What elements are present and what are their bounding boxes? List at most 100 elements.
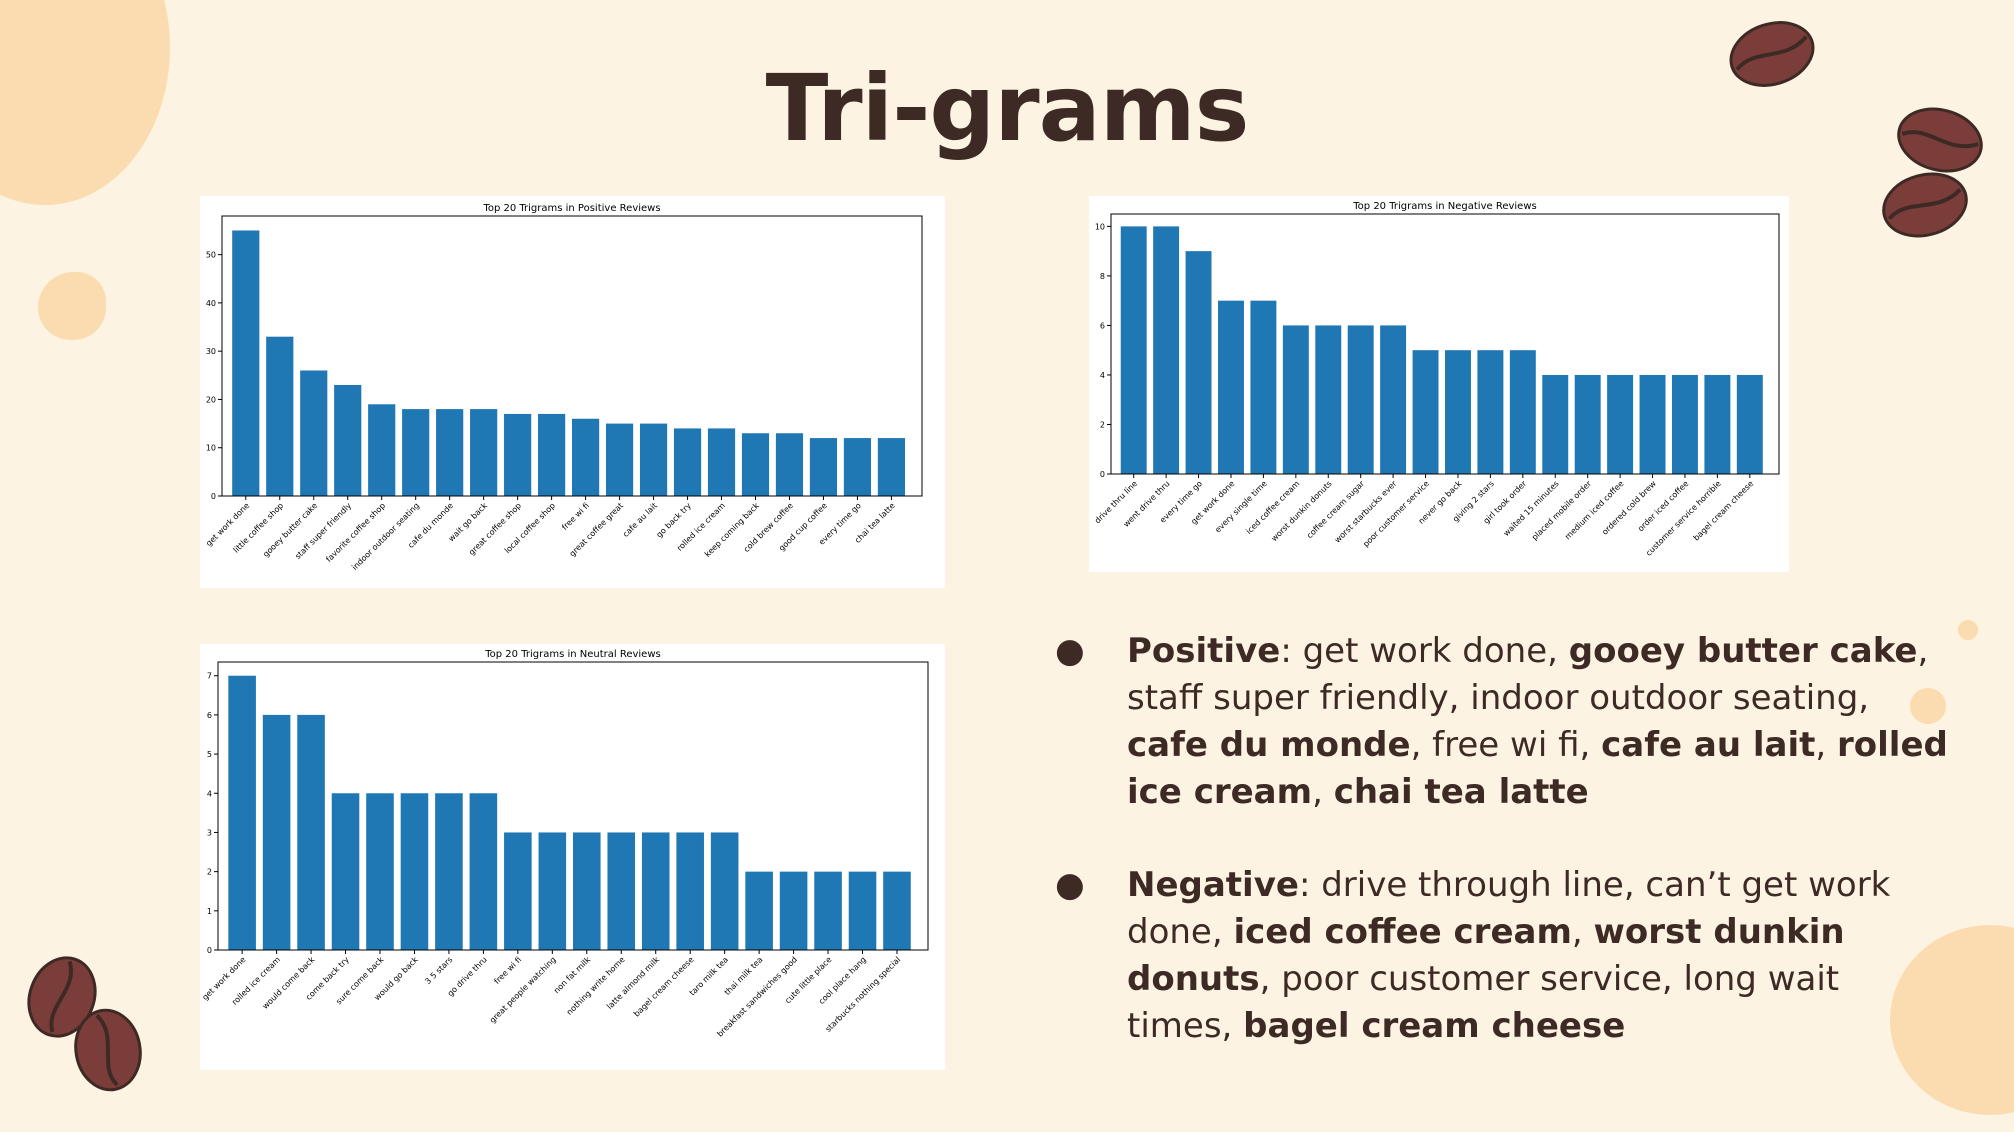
bullet-label: Negative — [1127, 865, 1299, 905]
bar — [1153, 226, 1180, 474]
bar — [1607, 374, 1634, 474]
y-tick-label: 7 — [207, 672, 212, 681]
bar — [1185, 251, 1212, 474]
bar — [1250, 300, 1277, 474]
negative-chart-panel: Top 20 Trigrams in Negative Reviews 0 2 4 6 8… — [1089, 196, 1789, 572]
bullet-segment: , — [1571, 912, 1594, 952]
bar — [1574, 374, 1601, 474]
x-tick-label: starbucks nothing special — [824, 955, 903, 1034]
bar — [1282, 325, 1309, 474]
y-tick-label: 0 — [207, 946, 212, 955]
coffee-bean-icon — [1897, 107, 1983, 173]
x-tick-label: coffee cream sugar — [1305, 479, 1367, 541]
bar — [297, 714, 325, 950]
bar — [1315, 325, 1342, 474]
bar — [435, 793, 463, 950]
y-tick-label: 4 — [207, 789, 212, 798]
y-tick-label: 10 — [1095, 222, 1105, 231]
x-tick-label: poor customer service — [1361, 479, 1431, 549]
bullet-highlight: worst dunkin donuts — [1127, 912, 1845, 999]
bar — [877, 438, 906, 496]
bar — [368, 404, 396, 496]
chart-title: Top 20 Trigrams in Negative Reviews — [1352, 201, 1536, 212]
y-tick-label: 6 — [207, 711, 212, 720]
bar — [402, 409, 430, 496]
bar — [300, 370, 328, 496]
x-tick-label: free wi fi — [560, 501, 591, 532]
bar — [400, 793, 429, 950]
x-tick-label: waited 15 minutes — [1502, 479, 1561, 538]
bullet-positive: ● Positive: get work done, gooey butter … — [1055, 628, 1955, 816]
chart-axes-frame — [221, 215, 923, 497]
bullet-highlight: gooey butter cake — [1568, 631, 1918, 671]
bar — [605, 423, 634, 496]
y-tick-label: 0 — [1100, 470, 1105, 479]
decor-blob-right-dot — [1958, 620, 1978, 640]
bar — [366, 793, 394, 950]
x-tick-label: indoor outdoor seating — [350, 501, 421, 572]
bullet-text: : get work done, gooey butter cake, staf… — [1127, 631, 1948, 812]
bar — [607, 832, 636, 950]
bar — [470, 409, 498, 496]
bar — [573, 832, 601, 950]
bar — [228, 675, 256, 950]
decor-blob-right-small — [1910, 688, 1946, 724]
bar — [809, 438, 838, 496]
bar — [1542, 374, 1569, 474]
bar — [331, 793, 360, 950]
bullet-highlight: bagel cream cheese — [1243, 1006, 1626, 1046]
bar — [1477, 350, 1504, 474]
bar — [1639, 374, 1666, 474]
x-tick-label: ordered cold brew — [1600, 479, 1658, 537]
bar — [1509, 350, 1536, 474]
coffee-bean-icon — [27, 956, 97, 1038]
bullet-dot: ● — [1055, 865, 1085, 905]
bar — [707, 428, 736, 496]
negative-trigrams-chart: Top 20 Trigrams in Negative Reviews 0 2 4 6 8… — [1093, 201, 1780, 558]
bar — [1445, 350, 1471, 474]
bar — [1380, 325, 1407, 474]
y-tick-label: 20 — [206, 395, 216, 404]
chart-axes-frame — [217, 661, 929, 951]
bullet-segment: : get work done, — [1280, 631, 1569, 671]
bullet-highlight: chai tea latte — [1333, 772, 1589, 812]
bullet-segment: , staff super friendly, indoor outdoor s… — [1127, 631, 1929, 718]
y-tick-label: 6 — [1100, 321, 1105, 330]
bar — [1704, 374, 1731, 474]
coffee-bean-icon — [74, 1008, 142, 1092]
bar — [262, 714, 291, 950]
y-tick-label: 2 — [207, 868, 212, 877]
x-tick-label: cafe au lait — [621, 501, 659, 539]
bullet-text: : drive through line, can’t get work don… — [1127, 865, 1890, 1046]
bar — [741, 433, 770, 496]
bar — [779, 871, 808, 950]
bar — [504, 413, 532, 496]
y-tick-label: 3 — [207, 828, 212, 837]
bar — [883, 871, 911, 950]
bar — [1120, 226, 1147, 474]
y-tick-label: 0 — [211, 492, 216, 501]
bar — [710, 832, 739, 950]
bar — [641, 832, 670, 950]
bar — [1218, 300, 1244, 474]
x-tick-label: placed mobile order — [1530, 479, 1594, 543]
y-tick-label: 30 — [206, 347, 216, 356]
bullet-label: Positive — [1127, 631, 1281, 671]
bar — [538, 413, 566, 496]
bar — [232, 230, 260, 496]
bullet-segment: : drive through line, can’t get work don… — [1127, 865, 1891, 952]
bullet-segment: , poor customer service, long wait times… — [1127, 959, 1840, 1046]
chart-axes-frame — [1110, 213, 1780, 475]
bullet-highlight: iced coffee cream — [1233, 912, 1572, 952]
y-tick-label: 4 — [1100, 371, 1105, 380]
coffee-bean-icon — [1882, 172, 1968, 238]
bar — [436, 409, 464, 496]
neutral-chart-panel: Top 20 Trigrams in Neutral Reviews 0 1 2 3 4 5… — [200, 644, 945, 1070]
bar — [814, 871, 842, 950]
y-tick-label: 8 — [1100, 272, 1105, 281]
bullet-segment: , — [1312, 772, 1334, 812]
bar — [1412, 350, 1439, 474]
x-tick-label: medium iced coffee — [1563, 479, 1625, 541]
summary-bullets: ● Positive: get work done, gooey butter … — [1055, 628, 1955, 1096]
x-tick-label: great people watching — [488, 955, 558, 1025]
